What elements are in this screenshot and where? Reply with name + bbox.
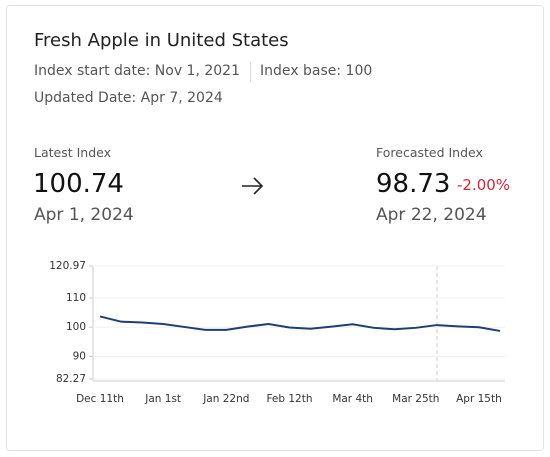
start-date: Index start date: Nov 1, 2021 bbox=[34, 63, 240, 79]
x-tick-label: Dec 11th bbox=[76, 393, 124, 405]
latest-label: Latest Index bbox=[34, 145, 112, 160]
y-tick-label: 90 bbox=[73, 350, 86, 362]
forecast-label: Forecasted Index bbox=[376, 145, 483, 160]
x-tick-label: Apr 15th bbox=[456, 393, 502, 405]
card bbox=[6, 5, 544, 451]
title: Fresh Apple in United States bbox=[34, 30, 289, 51]
forecast-value: 98.73 bbox=[376, 169, 451, 199]
divider bbox=[250, 62, 251, 82]
y-tick-label: 100 bbox=[66, 321, 86, 333]
data-line bbox=[99, 315, 501, 332]
x-tick-label: Mar 25th bbox=[392, 393, 439, 405]
y-tick-label: 120.97 bbox=[49, 260, 86, 272]
arrow-icon bbox=[242, 177, 264, 195]
latest-date: Apr 1, 2024 bbox=[34, 205, 134, 225]
x-tick-label: Feb 12th bbox=[266, 393, 312, 405]
forecast-change: -2.00% bbox=[457, 176, 511, 194]
x-tick-label: Jan 22nd bbox=[202, 393, 249, 405]
x-tick-label: Mar 4th bbox=[332, 393, 373, 405]
y-tick-label: 82.27 bbox=[56, 373, 86, 385]
latest-value: 100.74 bbox=[33, 169, 124, 199]
x-tick-label: Jan 1st bbox=[144, 393, 181, 405]
forecast-date: Apr 22, 2024 bbox=[376, 205, 487, 225]
index-base: Index base: 100 bbox=[260, 63, 373, 79]
updated-date: Updated Date: Apr 7, 2024 bbox=[34, 90, 223, 106]
y-tick-label: 110 bbox=[66, 292, 86, 304]
